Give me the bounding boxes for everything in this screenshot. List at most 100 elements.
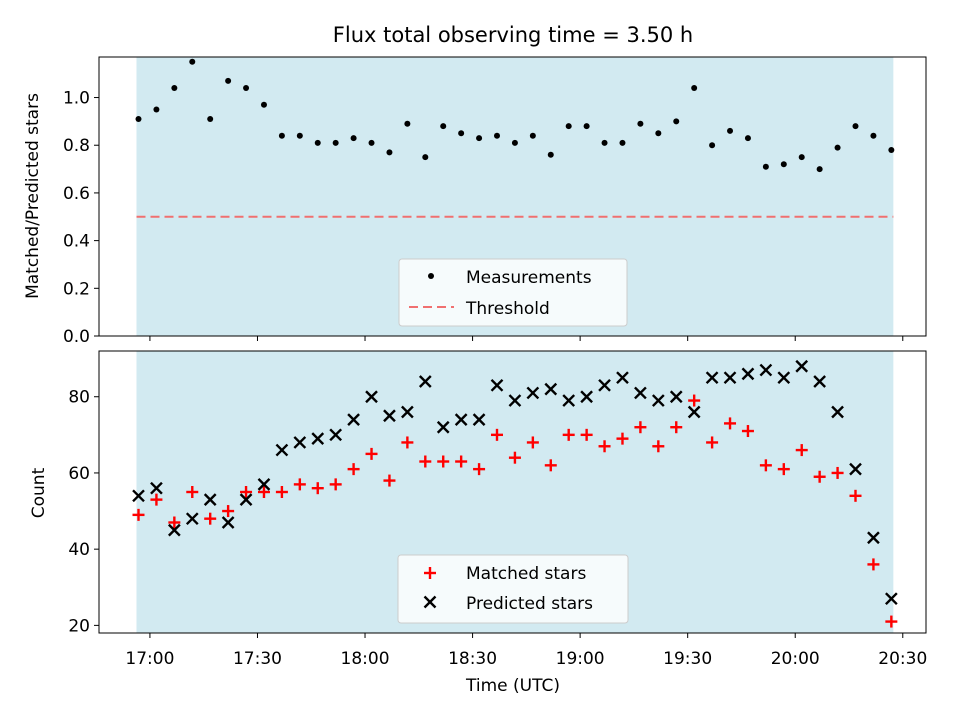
measurement-point <box>278 132 285 139</box>
matched-star-point <box>437 455 450 468</box>
matched-star-point <box>455 455 468 468</box>
measurement-point <box>404 120 411 127</box>
measurement-point <box>727 127 734 134</box>
matched-star-point <box>670 421 683 434</box>
measurement-point <box>189 58 196 65</box>
measurement-point <box>153 106 160 113</box>
matched-star-point <box>275 486 288 498</box>
measurement-point <box>171 85 178 91</box>
matched-star-point <box>293 478 306 491</box>
measurement-point <box>529 132 536 139</box>
count-x-ticks: 17:00 17:30 18:00 18:30 19:00 19:30 20:00 20:30 <box>125 633 927 669</box>
measurement-point <box>601 139 608 146</box>
count-y-tick-label: 80 <box>68 388 90 408</box>
predicted-star-point <box>293 436 307 449</box>
measurement-point <box>888 147 895 153</box>
predicted-star-point <box>436 420 450 434</box>
predicted-star-point <box>616 371 629 385</box>
matched-star-point <box>706 436 719 449</box>
predicted-star-point <box>418 375 432 388</box>
measurement-point <box>655 130 662 137</box>
predicted-star-point <box>221 516 235 529</box>
matched-star-point <box>383 474 396 487</box>
measurement-point <box>296 132 303 139</box>
matched-star-point <box>419 455 432 468</box>
matched-star-point <box>204 512 217 525</box>
measurement-point <box>386 149 393 156</box>
matched-star-point <box>329 478 342 491</box>
ratio-x-ticks <box>149 336 904 341</box>
predicted-star-point <box>526 386 540 400</box>
matched-star-point <box>795 444 808 457</box>
legend-label-predicted: Predicted stars <box>466 594 593 614</box>
matched-star-point <box>634 421 647 434</box>
predicted-star-point <box>849 462 862 476</box>
predicted-star-point <box>132 489 145 503</box>
predicted-star-point <box>885 592 898 606</box>
measurement-point <box>440 123 447 130</box>
ratio-y-tick-label: 0.0 <box>63 327 90 347</box>
measurement-point <box>243 85 250 91</box>
predicted-star-point <box>723 371 737 385</box>
predicted-star-point <box>275 443 289 457</box>
matched-star-point <box>831 466 844 479</box>
x-axis-label: Time (UTC) <box>465 676 560 696</box>
legend-label-matched: Matched stars <box>466 564 586 584</box>
predicted-star-point <box>598 378 611 392</box>
matched-star-point <box>885 615 898 628</box>
measurement-point <box>834 144 841 151</box>
predicted-star-point <box>687 405 701 419</box>
predicted-star-point <box>454 413 468 426</box>
matched-star-point <box>724 417 737 430</box>
predicted-star-point <box>759 363 773 377</box>
legend-marker-predicted <box>423 595 437 609</box>
matched-star-point <box>580 428 593 441</box>
matched-star-point <box>741 425 754 438</box>
matched-star-point <box>526 436 539 449</box>
predicted-star-point <box>383 409 396 423</box>
predicted-star-point <box>185 512 199 526</box>
legend-label-measurements: Measurements <box>466 268 592 288</box>
matched-star-point <box>311 482 324 495</box>
measurement-point <box>207 116 214 122</box>
matched-star-point <box>186 486 199 498</box>
ratio-y-tick-label: 0.4 <box>63 232 90 252</box>
matched-star-point <box>473 463 486 476</box>
matched-star-point <box>777 463 790 476</box>
count-x-tick-label: 19:30 <box>663 649 712 669</box>
count-y-tick-label: 20 <box>68 616 90 636</box>
legend-marker-measurements <box>428 273 434 279</box>
matched-star-point <box>508 451 521 464</box>
measurement-point <box>494 132 500 139</box>
predicted-star-point <box>651 394 665 407</box>
matched-star-point <box>867 558 880 571</box>
matched-star-point <box>598 440 611 453</box>
matched-star-point <box>491 428 503 441</box>
measurement-point <box>744 135 751 142</box>
predicted-star-point <box>508 394 522 407</box>
predicted-star-point <box>795 359 809 373</box>
measurement-point <box>314 139 321 146</box>
measurement-point <box>798 154 805 161</box>
ratio-panel: Flux total observing time = 3.50 h 0.00.… <box>23 23 927 347</box>
measurement-point <box>368 139 375 146</box>
count-y-ticks: 20 40 60 80 <box>68 388 99 636</box>
matched-star-point <box>813 470 826 483</box>
predicted-star-point <box>239 493 253 506</box>
predicted-star-point <box>634 386 647 400</box>
predicted-star-point <box>365 390 378 404</box>
count-x-tick-label: 17:00 <box>125 649 174 669</box>
measurement-point <box>762 163 769 170</box>
ratio-y-tick-label: 0.2 <box>63 279 90 299</box>
count-x-tick-label: 20:30 <box>878 649 927 669</box>
predicted-star-point <box>490 378 504 392</box>
predicted-star-point <box>777 371 791 385</box>
count-x-tick-label: 18:30 <box>448 649 497 669</box>
ratio-legend-box <box>398 258 628 327</box>
predicted-star-point <box>347 413 360 426</box>
predicted-star-point <box>813 375 826 388</box>
count-y-label: Count <box>29 467 49 518</box>
predicted-star-point <box>311 432 325 445</box>
predicted-star-point <box>867 531 880 545</box>
matched-star-point <box>652 440 665 453</box>
